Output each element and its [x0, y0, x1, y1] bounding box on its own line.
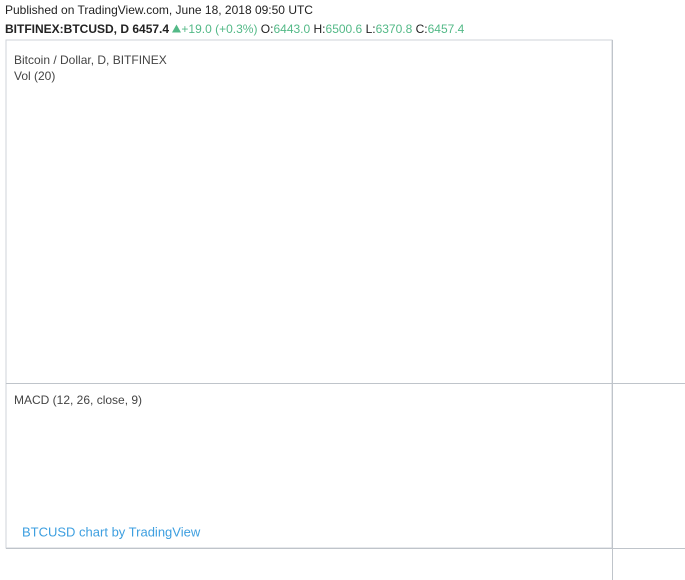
plot-frame	[5, 39, 613, 549]
ohlc-value: 6370.8	[375, 22, 413, 36]
volume-label: Vol (20)	[14, 69, 55, 83]
publish-line: Published on TradingView.com, June 18, 2…	[5, 3, 313, 17]
ohlc-label: O:	[260, 22, 274, 36]
last-price: 6457.4	[132, 22, 170, 36]
ohlc-label: H:	[313, 22, 326, 36]
ohlc-label: C:	[415, 22, 428, 36]
symbol: BITFINEX:BTCUSD, D	[5, 22, 129, 36]
up-arrow	[172, 24, 182, 33]
ohlc-value: 6500.6	[325, 22, 363, 36]
symbol-line: BITFINEX:BTCUSD, D 6457.4 +19.0 (+0.3%) …	[5, 22, 464, 36]
ohlc-value: 6457.4	[427, 22, 465, 36]
ohlc-value: 6443.0	[273, 22, 311, 36]
macd-label: MACD (12, 26, close, 9)	[14, 393, 142, 407]
price-change: +19.0 (+0.3%)	[181, 22, 258, 36]
watermark: BTCUSD chart by TradingView	[22, 524, 201, 539]
ohlc-label: L:	[365, 22, 376, 36]
pane-title: Bitcoin / Dollar, D, BITFINEX	[14, 53, 167, 67]
